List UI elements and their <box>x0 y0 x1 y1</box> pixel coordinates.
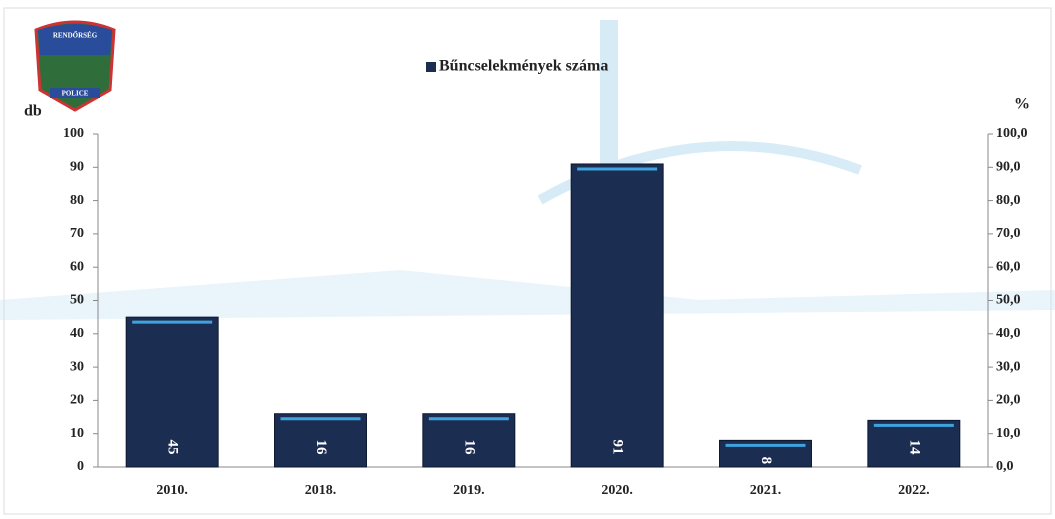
x-tick-label: 2019. <box>453 483 485 498</box>
y2-tick-label: 80,0 <box>996 193 1021 208</box>
bar <box>125 316 219 468</box>
y-tick-label: 80 <box>70 193 84 208</box>
x-tick-label: 2021. <box>750 483 782 498</box>
y-tick-label: 30 <box>70 359 84 374</box>
logo-text: RENDŐRSÉG <box>53 32 98 40</box>
y2-tick-label: 60,0 <box>996 259 1021 274</box>
data-label: 14 <box>906 440 922 456</box>
y-tick-label: 100 <box>63 126 84 141</box>
logo-text: POLICE <box>62 90 89 98</box>
y2-tick-label: 20,0 <box>996 393 1021 408</box>
y-tick-label: 50 <box>70 293 84 308</box>
x-tick-label: 2020. <box>601 483 633 498</box>
y-tick-label: 60 <box>70 259 84 274</box>
bar <box>422 413 516 468</box>
y-tick-label: 20 <box>70 393 84 408</box>
y2-tick-label: 50,0 <box>996 293 1021 308</box>
y-axis-label: db <box>24 103 42 120</box>
x-tick-label: 2010. <box>156 483 188 498</box>
data-label: 91 <box>610 440 626 455</box>
y2-tick-label: 90,0 <box>996 160 1021 175</box>
data-label: 8 <box>758 457 774 465</box>
y-tick-label: 70 <box>70 226 84 241</box>
legend-label: Bűncselekmények száma <box>439 58 608 75</box>
bar <box>867 419 961 468</box>
legend-swatch <box>426 62 436 72</box>
y2-tick-label: 100,0 <box>996 126 1028 141</box>
y2-tick-label: 10,0 <box>996 426 1021 441</box>
data-label: 16 <box>313 440 329 456</box>
bar <box>570 163 664 468</box>
y2-tick-label: 70,0 <box>996 226 1021 241</box>
y-tick-label: 10 <box>70 426 84 441</box>
bar <box>274 413 367 468</box>
x-tick-label: 2018. <box>305 483 337 498</box>
y-tick-label: 0 <box>77 459 84 474</box>
data-label: 16 <box>461 440 477 456</box>
data-label: 45 <box>165 440 181 455</box>
y2-axis-label: % <box>1014 96 1030 113</box>
y-tick-label: 90 <box>70 160 84 175</box>
y2-tick-label: 30,0 <box>996 359 1021 374</box>
y2-tick-label: 40,0 <box>996 326 1021 341</box>
y-tick-label: 40 <box>70 326 84 341</box>
y2-tick-label: 0,0 <box>996 459 1014 474</box>
x-tick-label: 2022. <box>898 483 930 498</box>
logo: RENDŐRSÉG POLICE <box>34 20 116 112</box>
